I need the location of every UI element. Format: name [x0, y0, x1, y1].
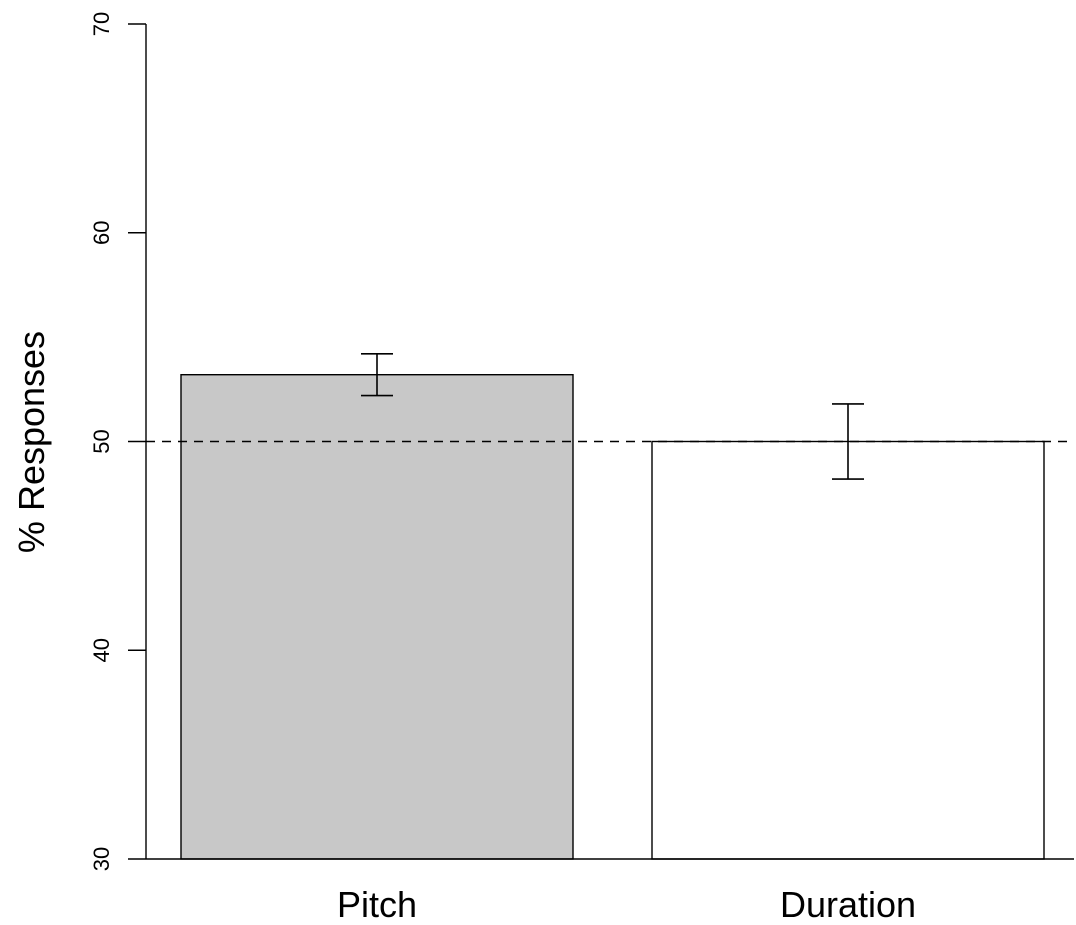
y-tick-label-40: 40 — [89, 638, 114, 662]
y-tick-label-60: 60 — [89, 221, 114, 245]
y-axis-label: % Responses — [11, 331, 52, 553]
bar-duration — [651, 440, 1045, 860]
error-bar-pitch — [361, 353, 393, 397]
category-labels: Pitch Duration — [337, 884, 916, 925]
y-axis: 30 40 50 60 70 — [89, 12, 147, 871]
error-bars — [361, 353, 864, 480]
y-tick-label-30: 30 — [89, 847, 114, 871]
bar-pitch — [180, 374, 574, 860]
category-label-duration: Duration — [780, 884, 916, 925]
y-tick-label-50: 50 — [89, 429, 114, 453]
error-bar-duration — [832, 403, 864, 480]
category-label-pitch: Pitch — [337, 884, 417, 925]
bars — [180, 374, 1045, 860]
y-tick-label-70: 70 — [89, 12, 114, 36]
